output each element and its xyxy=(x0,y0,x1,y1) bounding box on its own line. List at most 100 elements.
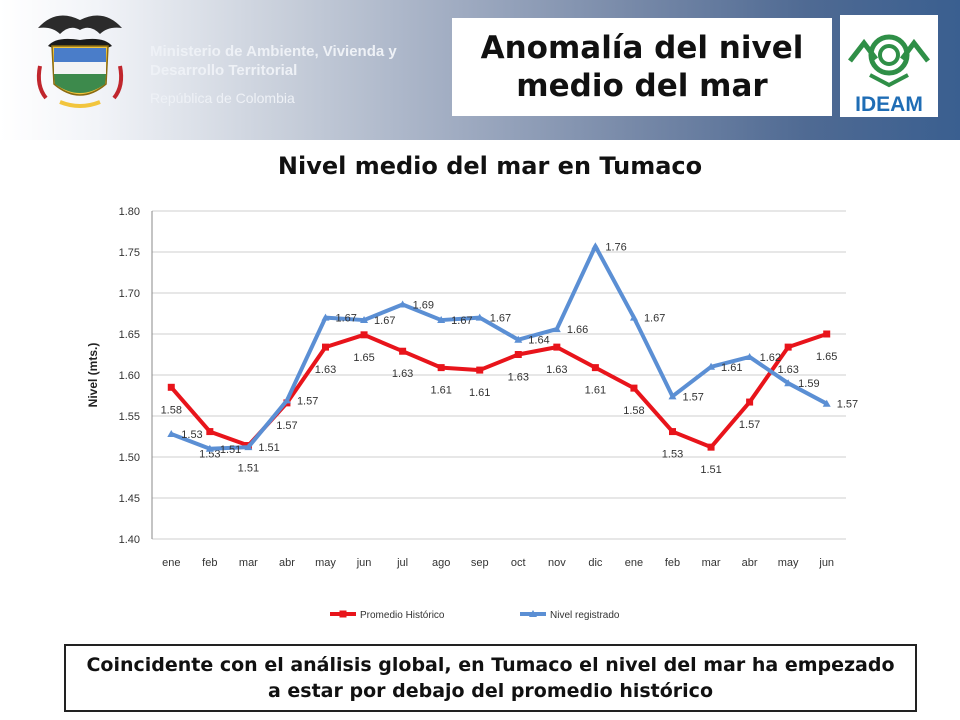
header-band: Ministerio de Ambiente, Vivienda y Desar… xyxy=(0,0,960,140)
data-label-historic: 1.63 xyxy=(546,364,567,376)
data-point-registered xyxy=(629,313,638,321)
data-label-historic: 1.51 xyxy=(238,463,259,475)
line-chart: 1.40 1.45 1.50 1.55 1.60 1.65 1.70 1.75 1.80 ene f… xyxy=(86,206,858,621)
y-tick-label: 1.65 xyxy=(119,329,140,341)
data-label-registered: 1.67 xyxy=(644,313,665,325)
data-label-registered: 1.67 xyxy=(374,315,395,327)
data-label-historic: 1.58 xyxy=(161,404,182,416)
data-label-registered: 1.61 xyxy=(721,362,742,374)
data-point-historic xyxy=(591,364,599,372)
y-tick-label: 1.55 xyxy=(119,411,140,423)
x-tick-label: jun xyxy=(356,557,372,569)
caption-box: Coincidente con el análisis global, en T… xyxy=(64,644,917,712)
data-point-registered xyxy=(745,352,754,360)
x-tick-label: jul xyxy=(396,557,408,569)
x-tick-label: sep xyxy=(471,557,489,569)
data-point-registered xyxy=(668,392,677,400)
data-point-registered xyxy=(167,430,176,438)
legend-label: Nivel registrado xyxy=(550,610,620,621)
data-label-historic: 1.63 xyxy=(777,364,798,376)
data-label-historic: 1.63 xyxy=(315,364,336,376)
colombia-coat-of-arms-icon xyxy=(36,15,124,108)
data-label-registered: 1.64 xyxy=(528,335,549,347)
data-label-historic: 1.51 xyxy=(700,464,721,476)
x-tick-label: mar xyxy=(702,557,721,569)
data-label-historic: 1.65 xyxy=(353,352,374,364)
x-tick-label: may xyxy=(315,557,336,569)
legend-marker xyxy=(339,610,347,618)
data-point-historic xyxy=(784,343,792,351)
data-point-registered xyxy=(360,316,369,324)
data-label-registered: 1.59 xyxy=(798,378,819,390)
x-tick-label: abr xyxy=(742,557,758,569)
data-label-registered: 1.53 xyxy=(181,429,202,441)
data-point-historic xyxy=(437,364,445,372)
y-tick-label: 1.80 xyxy=(119,206,140,218)
data-point-registered xyxy=(514,335,523,343)
data-point-historic xyxy=(669,428,676,436)
y-axis-title: Nivel (mts.) xyxy=(86,343,100,408)
data-point-registered xyxy=(321,313,330,321)
data-point-historic xyxy=(322,343,329,351)
data-point-registered xyxy=(282,396,291,404)
republic-name: República de Colombia xyxy=(150,90,295,106)
x-tick-label: feb xyxy=(202,557,217,569)
x-tick-label: may xyxy=(778,557,799,569)
x-tick-label: feb xyxy=(665,557,680,569)
data-label-registered: 1.76 xyxy=(605,241,626,253)
data-label-historic: 1.65 xyxy=(816,351,837,363)
data-point-registered xyxy=(398,300,407,308)
data-point-registered xyxy=(244,443,253,451)
data-label-registered: 1.69 xyxy=(413,299,434,311)
data-point-registered xyxy=(784,379,793,387)
data-label-registered: 1.57 xyxy=(297,395,318,407)
data-point-historic xyxy=(476,366,484,374)
y-tick-label: 1.40 xyxy=(119,534,140,546)
data-label-registered: 1.51 xyxy=(220,444,241,456)
data-label-historic: 1.61 xyxy=(585,385,606,397)
x-tick-label: ene xyxy=(162,557,180,569)
data-label-historic: 1.58 xyxy=(623,405,644,417)
y-tick-label: 1.60 xyxy=(119,370,140,382)
x-tick-label: ago xyxy=(432,557,450,569)
chart-title: Nivel medio del mar en Tumaco xyxy=(277,152,703,180)
data-label-registered: 1.57 xyxy=(683,391,704,403)
data-point-historic xyxy=(514,351,522,358)
legend-label: Promedio Histórico xyxy=(360,610,445,621)
x-tick-label: abr xyxy=(279,557,295,569)
data-point-historic xyxy=(399,347,407,355)
data-point-registered xyxy=(822,399,831,407)
x-tick-label: ene xyxy=(625,557,643,569)
data-label-registered: 1.67 xyxy=(336,313,357,325)
data-label-registered: 1.51 xyxy=(258,442,279,454)
data-label-registered: 1.66 xyxy=(567,324,588,336)
data-point-registered xyxy=(437,316,446,324)
data-point-registered xyxy=(205,444,214,452)
x-tick-label: dic xyxy=(588,557,603,569)
data-label-historic: 1.61 xyxy=(469,387,490,399)
data-point-historic xyxy=(707,443,715,451)
data-label-historic: 1.63 xyxy=(392,368,413,380)
data-point-historic xyxy=(746,398,754,406)
data-point-historic xyxy=(630,384,638,392)
ideam-logo: IDEAM xyxy=(840,15,938,117)
data-point-historic xyxy=(206,428,214,436)
data-point-registered xyxy=(707,362,716,370)
y-tick-label: 1.70 xyxy=(119,288,140,300)
y-tick-label: 1.50 xyxy=(119,452,140,464)
data-label-registered: 1.67 xyxy=(490,313,511,325)
data-point-historic xyxy=(553,343,561,351)
data-label-registered: 1.62 xyxy=(760,352,781,364)
data-label-registered: 1.57 xyxy=(837,399,858,411)
data-point-historic xyxy=(360,331,368,339)
x-tick-label: nov xyxy=(548,557,566,569)
data-label-historic: 1.61 xyxy=(430,385,451,397)
data-label-historic: 1.53 xyxy=(199,449,220,461)
series-line-historic xyxy=(169,332,828,450)
data-label-historic: 1.53 xyxy=(662,449,683,461)
data-point-registered xyxy=(475,313,484,321)
series-line-registered xyxy=(170,244,828,451)
data-label-historic: 1.63 xyxy=(508,372,529,384)
y-tick-label: 1.75 xyxy=(119,247,140,259)
slide-title: Anomalía del nivel medio del mar xyxy=(452,18,832,116)
